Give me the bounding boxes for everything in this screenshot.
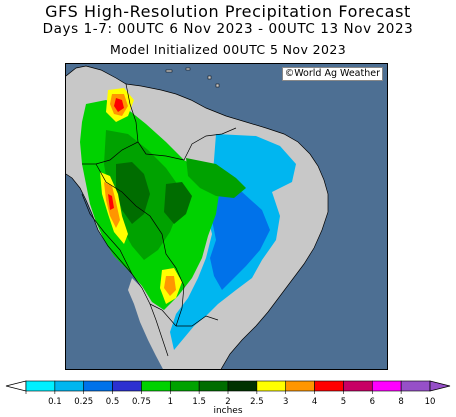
colorbar-swatch [169,380,200,392]
dry-region-andes [128,278,174,369]
colorbar-swatch [256,380,287,392]
colorbar-tick-label: 3 [283,397,288,407]
colorbar-swatch [343,380,373,392]
precipitation-colorbar: 0.1 0.25 0.5 0.75 1 1.5 2 2.5 3 4 5 6 8 10 inches [5,380,451,416]
model-init-time: Model Initialized 00UTC 5 Nov 2023 [109,42,347,57]
colorbar-tick-label: 0.25 [74,397,93,407]
precip-green-east [186,158,246,198]
colorbar-swatch [141,380,171,392]
precip-dark-blue [208,184,270,290]
country-borders [66,65,329,369]
caribbean-islands [165,67,220,88]
colorbar-swatch [314,380,344,392]
map-canvas [66,64,387,369]
colorbar-swatch [227,380,258,392]
colorbar-tick-label: 1 [168,397,173,407]
colorbar-swatch [25,380,56,392]
precip-green-dark-2 [164,182,192,224]
colorbar-tick-label: 8 [398,397,403,407]
colorbar-tick-label: 0.75 [132,397,151,407]
colorbar-tick-label: 0.1 [48,397,62,407]
forecast-period: Days 1-7: 00UTC 6 Nov 2023 - 00UTC 13 No… [42,21,414,37]
colorbar-swatch [285,380,315,392]
colorbar-tick-label: 2.5 [250,397,264,407]
colorbar-tick-label: 6 [370,397,375,407]
colorbar-tick-label: 2 [225,397,230,407]
credit-label: ©World Ag Weather [281,67,383,81]
colorbar-swatch [83,380,113,392]
colorbar-swatch [198,380,229,392]
colorbar-swatch [371,380,402,392]
precip-green-dark [116,162,150,224]
colorbar-swatch [112,380,142,392]
colorbar-unit-label: inches [213,406,242,416]
precipitation-map: ©World Ag Weather [65,63,388,370]
colorbar-low-arrow [5,380,27,392]
precip-red-north [114,98,124,112]
colorbar-tick-label: 4 [312,397,317,407]
colorbar-tick-label: 0.5 [106,397,120,407]
map-title: GFS High-Resolution Precipitation Foreca… [45,2,411,21]
colorbar-tick-label: 1.5 [192,397,206,407]
colorbar-high-arrow [429,380,451,392]
dry-region-northeast [272,188,324,270]
precip-red-andes [108,194,114,210]
precip-orange-south [164,276,176,296]
colorbar-swatch [400,380,431,392]
colorbar-tick-label: 5 [341,397,346,407]
colorbar-tick-label: 10 [425,397,436,407]
colorbar-swatch [54,380,85,392]
